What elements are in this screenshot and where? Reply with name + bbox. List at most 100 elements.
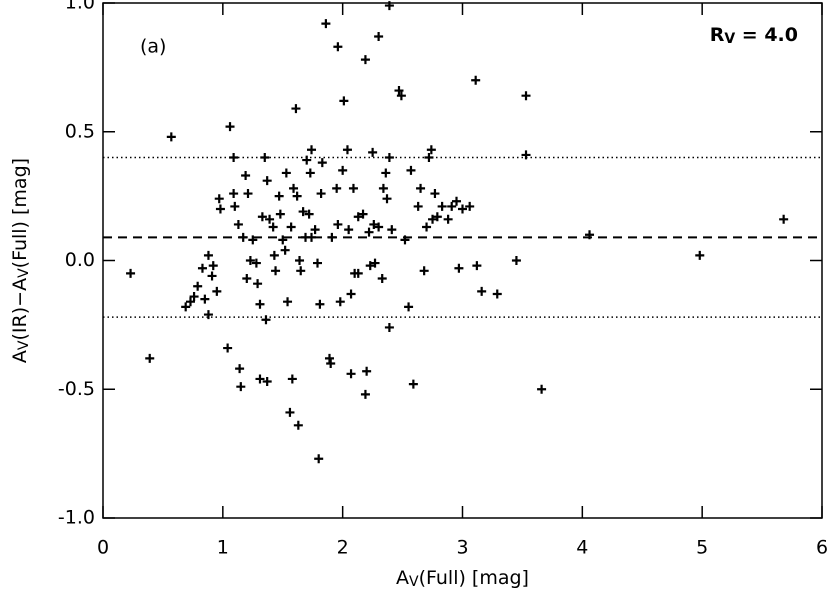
point	[585, 230, 595, 240]
point	[406, 165, 416, 175]
point	[404, 302, 414, 312]
point	[360, 55, 370, 65]
point	[326, 359, 336, 368]
point	[275, 209, 285, 219]
point	[286, 222, 296, 232]
point	[307, 145, 317, 155]
point	[166, 132, 176, 142]
point	[339, 96, 349, 106]
x-tick-label: 0	[97, 537, 109, 559]
point	[229, 153, 239, 162]
point	[233, 219, 243, 229]
point	[430, 189, 440, 199]
point	[695, 250, 705, 260]
point	[327, 232, 337, 242]
y-tick-label: 1.0	[65, 0, 95, 14]
point	[424, 153, 434, 162]
point	[384, 153, 394, 162]
y-axis-label-part: (IR)−A	[9, 278, 31, 341]
point	[324, 353, 334, 363]
y-tick-label: -0.5	[58, 378, 95, 400]
point	[396, 91, 406, 101]
y-tick-label: 0.0	[65, 249, 95, 271]
point	[255, 374, 265, 384]
point	[335, 297, 345, 307]
point	[235, 364, 245, 374]
point	[348, 183, 358, 193]
point	[437, 201, 447, 211]
rv-label-part: = 4.0	[735, 24, 798, 46]
point	[253, 279, 263, 289]
x-tick-label: 3	[456, 537, 468, 559]
point	[291, 104, 301, 114]
point	[458, 204, 467, 214]
y-axis-label: AV(IR)−AV(Full) [mag]	[9, 158, 33, 363]
point	[260, 153, 270, 162]
point	[292, 191, 302, 201]
point	[344, 225, 354, 235]
point	[208, 261, 218, 271]
point	[283, 297, 293, 307]
point	[521, 91, 531, 101]
point	[285, 407, 295, 417]
point	[243, 189, 253, 199]
point	[384, 1, 394, 11]
point	[465, 201, 475, 211]
point	[214, 194, 224, 204]
point	[428, 214, 438, 224]
point	[333, 42, 343, 52]
point	[268, 222, 278, 232]
point	[197, 263, 207, 273]
point	[521, 150, 531, 160]
point	[302, 155, 312, 165]
point	[419, 266, 429, 276]
x-tick-label: 1	[217, 537, 229, 559]
point	[189, 292, 199, 302]
x-tick-label: 6	[816, 537, 828, 559]
point	[369, 219, 379, 229]
point	[378, 183, 388, 193]
point	[304, 209, 314, 219]
x-axis-label-part: (Full) [mag]	[419, 567, 529, 589]
rv-label: RV = 4.0	[710, 24, 798, 48]
y-tick-label: 0.5	[65, 120, 95, 142]
point	[416, 183, 426, 193]
point	[289, 183, 299, 193]
point	[212, 286, 222, 296]
point	[408, 379, 418, 389]
point	[223, 343, 233, 353]
point	[274, 191, 284, 201]
point	[307, 232, 317, 242]
point	[432, 212, 442, 222]
point	[269, 250, 279, 260]
point	[321, 19, 331, 29]
point	[305, 168, 315, 178]
point	[353, 212, 363, 222]
point	[364, 227, 374, 237]
rv-label-part: R	[710, 24, 725, 46]
point	[365, 261, 375, 271]
y-axis-label-part: V	[16, 268, 32, 278]
point	[236, 382, 246, 392]
point	[181, 302, 191, 312]
point	[316, 189, 326, 199]
point	[779, 214, 789, 224]
y-axis-label-part: A	[9, 350, 31, 363]
x-axis-label-part: V	[409, 574, 419, 590]
point	[353, 268, 363, 278]
point	[278, 235, 288, 245]
point	[338, 165, 348, 175]
point	[332, 183, 342, 193]
point	[315, 299, 325, 309]
point	[248, 235, 258, 245]
x-tick-label: 5	[696, 537, 708, 559]
point	[471, 75, 481, 85]
point	[296, 266, 306, 276]
point	[382, 194, 392, 204]
point	[511, 256, 521, 265]
point	[310, 225, 320, 235]
rv-label-part: V	[724, 31, 735, 47]
x-tick-label: 2	[337, 537, 349, 559]
point	[193, 281, 203, 291]
